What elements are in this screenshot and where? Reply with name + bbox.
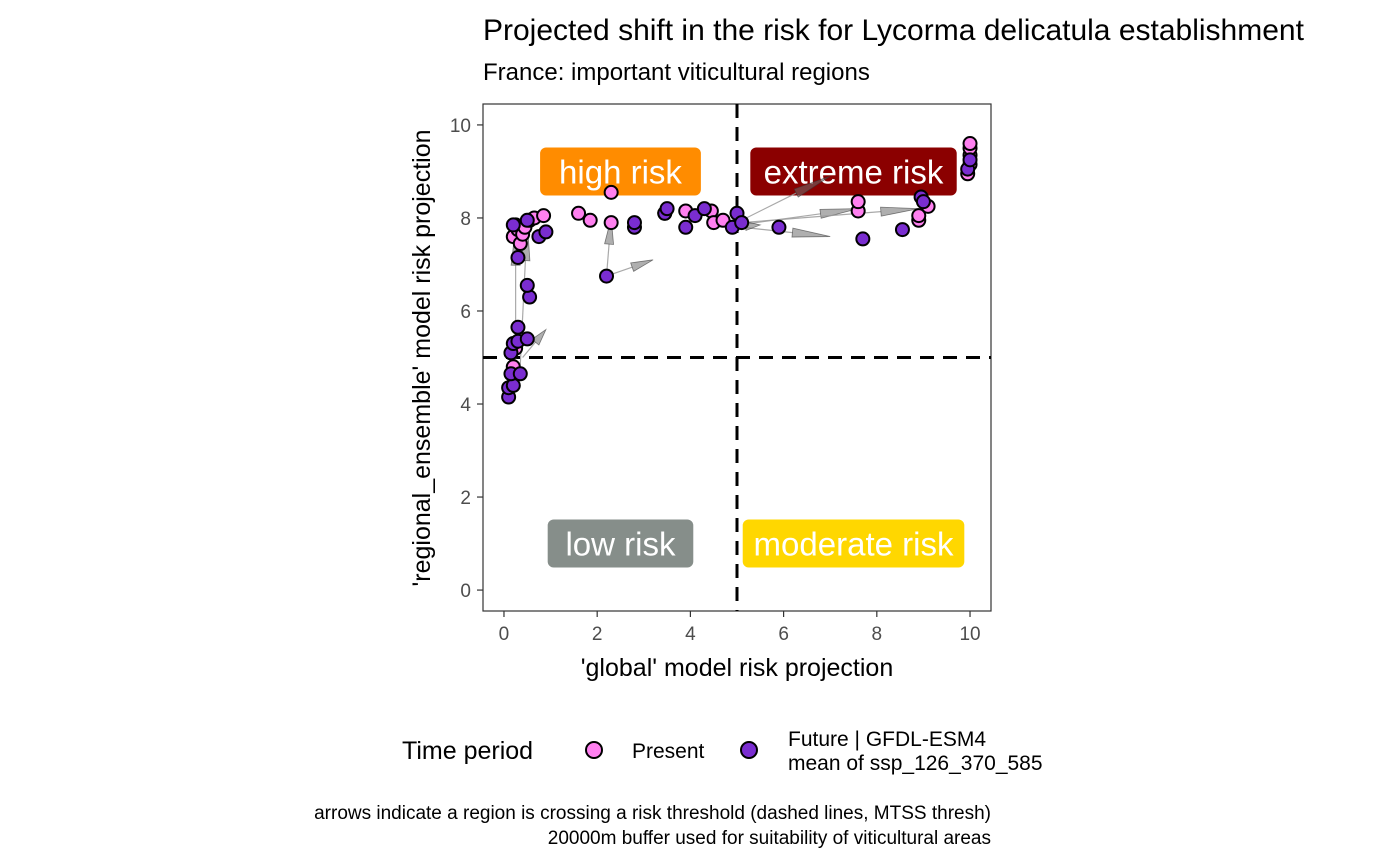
chart-title: Projected shift in the risk for Lycorma … — [483, 14, 1305, 47]
y-tick-label: 2 — [460, 488, 471, 509]
x-tick-label: 4 — [685, 624, 696, 645]
legend-label-future-line2: mean of ssp_126_370_585 — [788, 752, 1043, 775]
point-future — [519, 331, 535, 347]
point-future — [599, 268, 615, 284]
y-tick-label: 6 — [460, 302, 471, 323]
point-present — [962, 136, 978, 152]
y-tick-label: 10 — [450, 116, 471, 137]
point-future — [505, 217, 521, 233]
crossing-arrow-line — [522, 341, 536, 358]
risk-zone-label: extreme risk — [764, 153, 944, 190]
legend: Time period Present Future | GFDL-ESM4 m… — [402, 728, 1043, 775]
legend-label-present: Present — [632, 740, 705, 763]
y-tick-label: 0 — [460, 581, 471, 602]
point-future — [519, 277, 535, 293]
point-future — [510, 249, 526, 265]
caption-line-2: 20000m buffer used for suitability of vi… — [548, 828, 991, 849]
point-present — [571, 205, 587, 221]
x-axis-title: 'global' model risk projection — [581, 654, 893, 682]
x-tick-label: 6 — [778, 624, 789, 645]
y-tick-label: 4 — [460, 395, 471, 416]
risk-zone-label: high risk — [559, 153, 682, 190]
y-tick-label: 8 — [460, 209, 471, 230]
point-present — [582, 212, 598, 228]
risk-thresholds — [483, 104, 991, 611]
risk-zone-label: low risk — [565, 526, 676, 563]
point-future — [915, 194, 931, 210]
crossing-arrow-head — [793, 175, 831, 198]
crossing-arrow-head — [531, 328, 547, 346]
point-future — [512, 366, 528, 382]
risk-zone-label: moderate risk — [754, 526, 954, 563]
point-present — [850, 194, 866, 210]
point-future — [734, 215, 750, 231]
point-future — [538, 224, 554, 240]
chart-subtitle: France: important viticultural regions — [483, 59, 870, 86]
data-points — [501, 136, 978, 405]
point-future — [696, 201, 712, 217]
point-future — [626, 215, 642, 231]
risk-zone-box — [742, 519, 965, 568]
x-tick-label: 0 — [499, 624, 510, 645]
y-axis: 0 2 4 6 8 10 — [450, 116, 483, 602]
legend-title: Time period — [402, 737, 533, 765]
point-present — [603, 215, 619, 231]
risk-zone-labels: high risk extreme risk low risk moderate ri… — [540, 147, 965, 568]
legend-key-present — [585, 741, 603, 759]
risk-zone-box — [750, 147, 957, 196]
x-tick-label: 2 — [592, 624, 603, 645]
point-present — [603, 184, 619, 200]
point-future — [771, 219, 787, 235]
risk-zone-box — [547, 519, 694, 568]
crossing-arrow-head — [791, 227, 831, 238]
point-future — [659, 201, 675, 217]
point-future — [855, 231, 871, 247]
point-present — [911, 208, 927, 224]
legend-key-future — [740, 741, 758, 759]
x-tick-label: 8 — [872, 624, 883, 645]
point-present — [536, 208, 552, 224]
x-axis: 0 2 4 6 8 10 — [499, 611, 981, 645]
x-tick-label: 10 — [959, 624, 980, 645]
crossing-arrow-head — [880, 206, 919, 217]
y-axis-title: 'regional_ensemble' model risk projectio… — [408, 129, 436, 586]
legend-label-future: Future | GFDL-ESM4 — [788, 728, 986, 751]
point-future — [678, 219, 694, 235]
crossing-arrow-head — [630, 259, 654, 272]
caption-line-1: arrows indicate a region is crossing a r… — [314, 803, 991, 824]
point-future — [894, 222, 910, 238]
point-future — [962, 152, 978, 168]
point-future — [519, 212, 535, 228]
risk-zone-box — [540, 147, 701, 196]
point-future — [510, 319, 526, 335]
